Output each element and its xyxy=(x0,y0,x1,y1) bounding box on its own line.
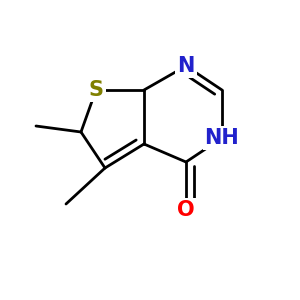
Text: O: O xyxy=(177,200,195,220)
Text: NH: NH xyxy=(205,128,239,148)
Text: N: N xyxy=(177,56,195,76)
Text: S: S xyxy=(88,80,104,100)
